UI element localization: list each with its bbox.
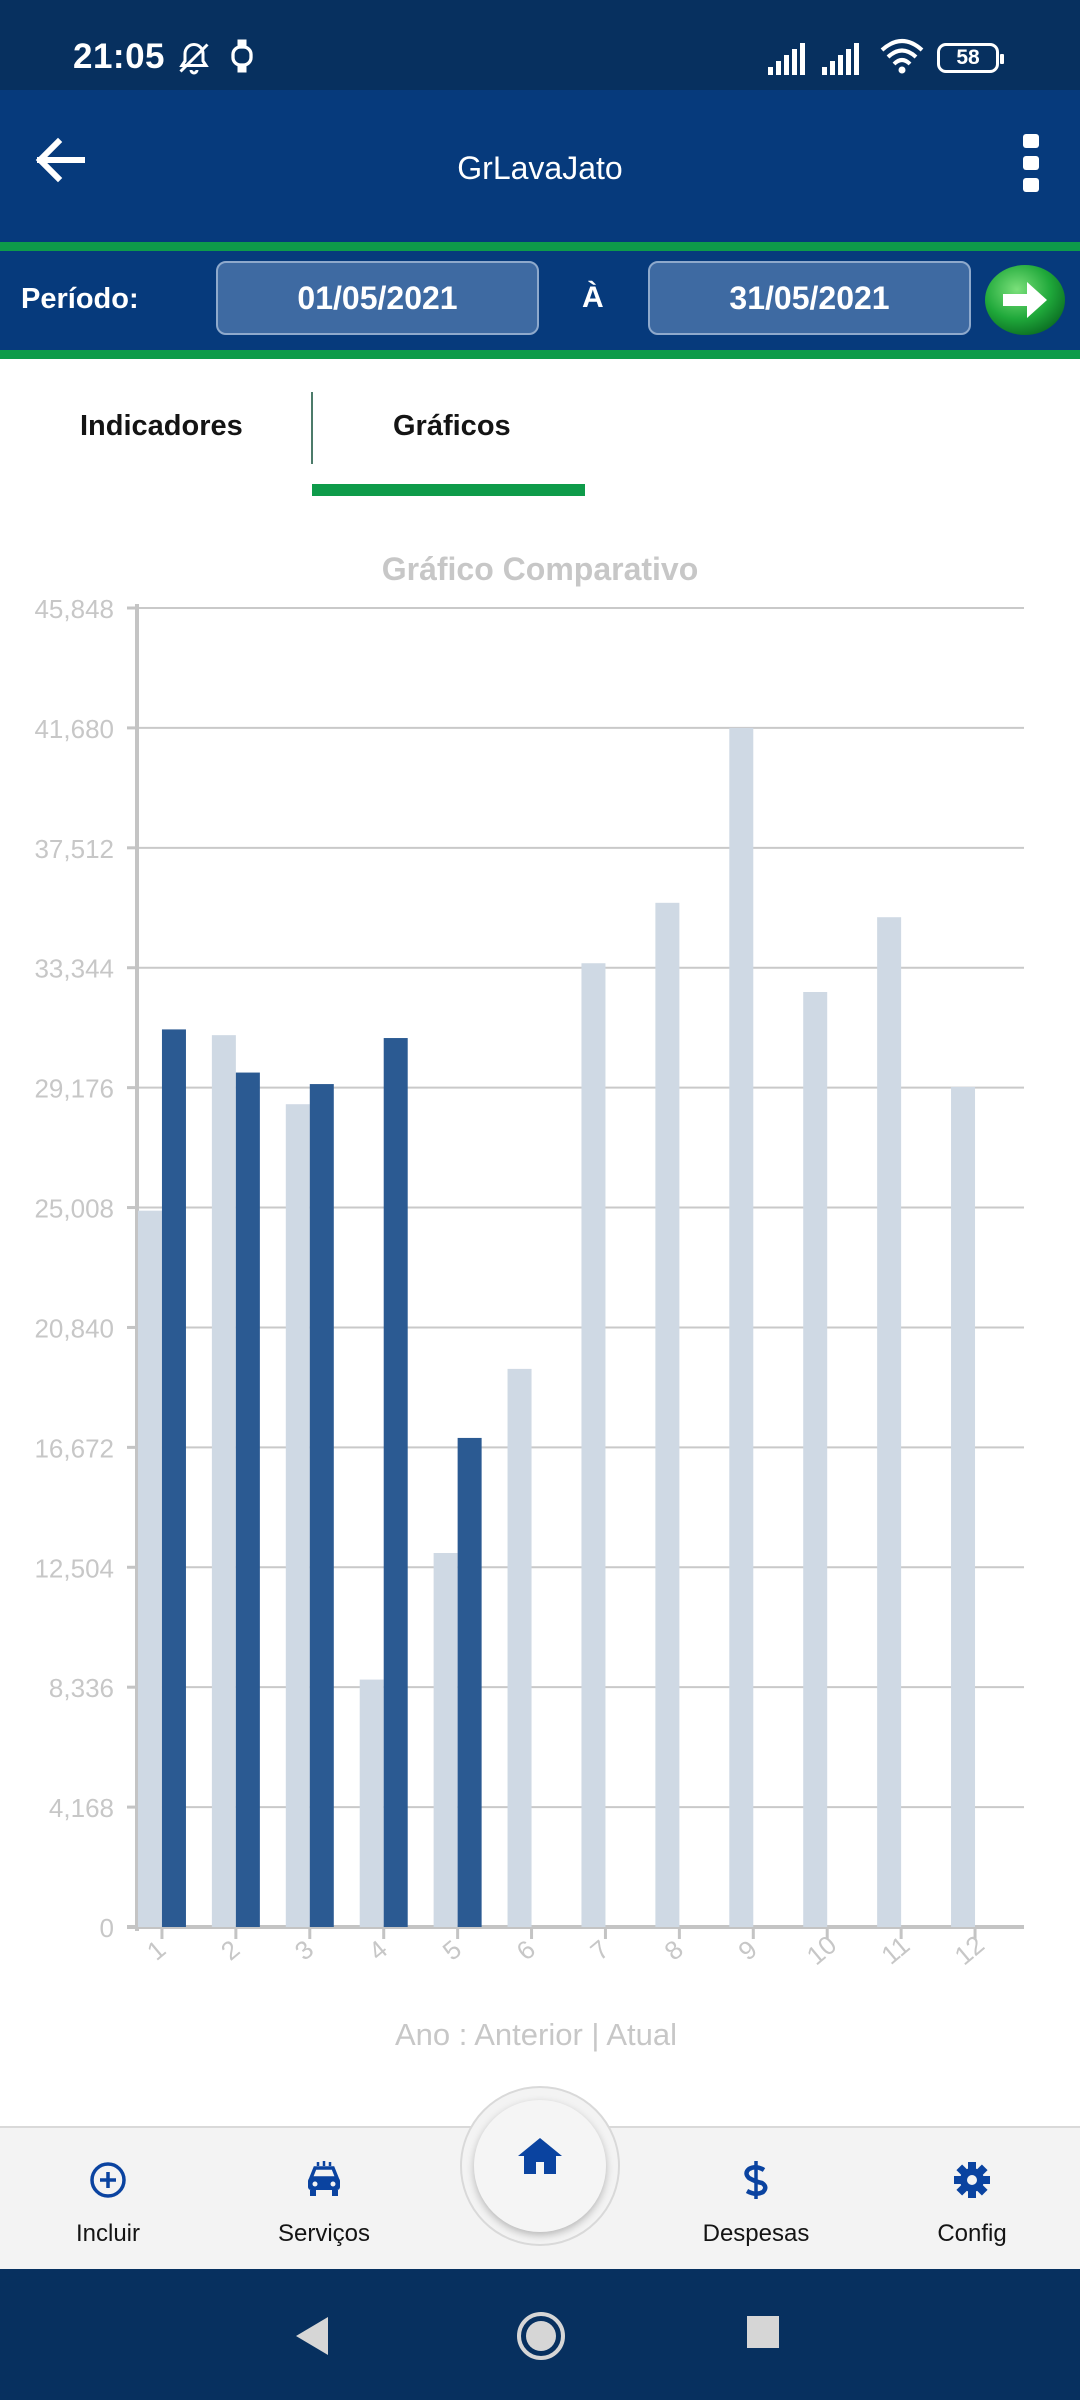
arrow-right-circle-icon[interactable] xyxy=(983,263,1067,337)
bar-previous-year xyxy=(211,1035,236,1927)
status-time: 21:05 xyxy=(73,37,166,76)
bar-previous-year xyxy=(137,1210,162,1927)
app-title: GrLavaJato xyxy=(457,150,623,186)
signal-icon xyxy=(768,43,805,75)
plus-circle-icon xyxy=(90,2162,126,2198)
bar-current-year xyxy=(235,1072,260,1927)
watch-icon xyxy=(231,39,253,73)
x-tick-label: 10 xyxy=(801,1929,842,1971)
home-button-wrapper xyxy=(460,2086,620,2246)
x-tick-label: 9 xyxy=(732,1934,762,1966)
bar-current-year xyxy=(457,1437,482,1927)
x-tick-label: 8 xyxy=(658,1934,688,1966)
bar-previous-year xyxy=(877,917,902,1927)
x-tick-label: 3 xyxy=(289,1934,319,1966)
bell-off-icon xyxy=(179,42,209,75)
x-tick-label: 2 xyxy=(215,1934,245,1966)
x-tick-label: 11 xyxy=(875,1930,915,1970)
recents-square-icon[interactable] xyxy=(746,2315,780,2349)
x-tick-label: 5 xyxy=(437,1934,467,1966)
y-tick-label: 33,344 xyxy=(34,954,114,984)
y-tick-label: 25,008 xyxy=(34,1194,114,1224)
tab-divider xyxy=(311,392,313,464)
bar-current-year xyxy=(161,1029,186,1927)
more-vertical-icon[interactable] xyxy=(1016,130,1046,196)
nav-label: Serviços xyxy=(277,2220,371,2247)
y-tick-label: 20,840 xyxy=(34,1313,114,1343)
y-tick-label: 8,336 xyxy=(49,1673,114,1703)
y-tick-label: 45,848 xyxy=(34,594,114,624)
y-tick-label: 12,504 xyxy=(34,1553,114,1583)
nav-label: Incluir xyxy=(75,2220,141,2247)
bar-previous-year xyxy=(433,1553,458,1927)
home-button[interactable] xyxy=(474,2100,606,2232)
nav-incluir[interactable]: Incluir xyxy=(8,2128,208,2271)
y-tick-label: 0 xyxy=(100,1913,114,1943)
back-triangle-icon[interactable] xyxy=(292,2313,332,2359)
tab-indicadores[interactable]: Indicadores xyxy=(80,410,243,442)
comparison-chart: Gráfico Comparativo 45,848 41,680 37,512 33,… xyxy=(34,551,1024,2052)
x-axis-label: Ano : Anterior | Atual xyxy=(395,2017,677,2052)
wifi-icon xyxy=(880,39,924,74)
nav-despesas[interactable]: Despesas xyxy=(656,2128,856,2271)
x-tick-label: 7 xyxy=(584,1934,614,1966)
system-navigation-bar xyxy=(0,2269,1080,2400)
bar-current-year xyxy=(309,1084,334,1927)
status-bar: 21:05 58 xyxy=(0,0,1080,90)
start-date-field[interactable]: 01/05/2021 xyxy=(216,261,539,335)
bar-previous-year xyxy=(803,992,828,1927)
home-circle-icon[interactable] xyxy=(514,2309,568,2363)
bar-previous-year xyxy=(359,1679,384,1927)
tab-graficos[interactable]: Gráficos xyxy=(393,410,511,442)
period-separator: À xyxy=(582,281,604,314)
home-icon xyxy=(518,2138,562,2174)
bar-previous-year xyxy=(507,1368,532,1927)
y-tick-label: 16,672 xyxy=(34,1433,114,1463)
dollar-icon xyxy=(744,2161,768,2199)
x-tick-label: 12 xyxy=(949,1929,990,1971)
app-bar: GrLavaJato xyxy=(0,90,1080,242)
nav-servicos[interactable]: Serviços xyxy=(224,2128,424,2271)
bar-previous-year xyxy=(581,963,606,1927)
y-tick-label: 4,168 xyxy=(49,1793,114,1823)
y-tick-label: 29,176 xyxy=(34,1074,114,1104)
nav-label: Despesas xyxy=(702,2220,810,2247)
divider xyxy=(0,242,1080,251)
x-tick-label: 6 xyxy=(511,1934,541,1966)
end-date-field[interactable]: 31/05/2021 xyxy=(648,261,971,335)
y-tick-label: 41,680 xyxy=(34,714,114,744)
active-tab-indicator xyxy=(312,484,585,496)
period-label: Período: xyxy=(21,283,139,315)
arrow-left-icon[interactable] xyxy=(30,130,90,190)
x-tick-label: 1 xyxy=(141,1934,171,1966)
car-icon xyxy=(308,2161,340,2196)
bar-current-year xyxy=(383,1038,408,1927)
gear-icon xyxy=(954,2162,990,2198)
divider xyxy=(0,350,1080,359)
x-tick-label: 4 xyxy=(363,1934,393,1966)
nav-label: Config xyxy=(937,2220,1007,2247)
battery-icon: 58 xyxy=(937,43,1004,73)
signal-icon xyxy=(822,43,859,75)
nav-config[interactable]: Config xyxy=(872,2128,1072,2271)
y-tick-label: 37,512 xyxy=(34,834,114,864)
bar-previous-year xyxy=(951,1086,976,1927)
period-bar: Período: 01/05/2021 À 31/05/2021 xyxy=(0,251,1080,350)
bar-previous-year xyxy=(729,727,754,1927)
bar-previous-year xyxy=(655,902,680,1927)
bar-previous-year xyxy=(285,1104,310,1927)
chart-title: Gráfico Comparativo xyxy=(382,551,699,587)
tab-bar: Indicadores Gráficos xyxy=(0,360,1080,500)
